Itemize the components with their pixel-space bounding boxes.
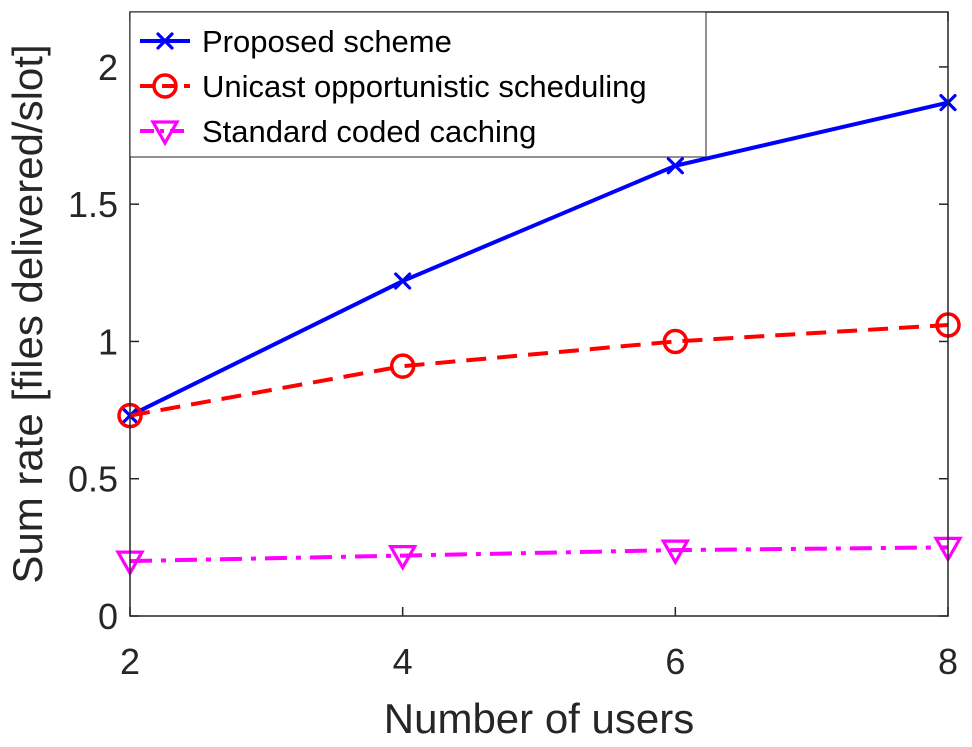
series-1-line — [129, 100, 949, 418]
y-axis-label: Sum rate [files delivered/slot] — [4, 44, 51, 583]
axes-layer: 2 4 6 8 0 0.5 1 1.5 2 Number of users Sum rate [fi… — [4, 11, 958, 742]
series-3-point-3 — [660, 539, 691, 566]
series-3-line — [129, 545, 949, 564]
series-2-line — [129, 322, 949, 418]
legend-entry-3: Standard coded caching — [140, 114, 536, 149]
y-tick-label: 1.5 — [68, 184, 118, 225]
x-axis-label: Number of users — [384, 695, 694, 742]
series-3-point-2 — [387, 545, 418, 571]
legend-marker-3 — [150, 120, 180, 147]
legend-label-2: Unicast opportunistic scheduling — [202, 69, 647, 104]
series-1-point-3 — [666, 157, 684, 175]
x-tick-label: 2 — [120, 641, 140, 682]
x-tick-label: 8 — [938, 641, 958, 682]
legend: Proposed scheme Unicast opportunistic sch… — [129, 11, 707, 158]
legend-box — [129, 11, 707, 158]
legend-entry-1: Proposed scheme — [140, 24, 452, 59]
x-tick-label: 6 — [665, 641, 685, 682]
y-tick-label: 0 — [98, 596, 118, 637]
series-2-point-3 — [662, 328, 689, 355]
x-tick-label: 4 — [393, 641, 413, 682]
series-2-point-2 — [389, 353, 416, 379]
legend-marker-2 — [152, 73, 178, 99]
y-tick-label: 1 — [98, 321, 118, 362]
legend-entry-2: Unicast opportunistic scheduling — [140, 69, 647, 104]
legend-marker-1 — [156, 32, 174, 50]
series-1-point-2 — [394, 272, 412, 290]
legend-label-1: Proposed scheme — [202, 24, 452, 59]
series-3 — [115, 536, 963, 577]
legend-label-3: Standard coded caching — [202, 114, 536, 149]
y-tick-label: 2 — [98, 47, 118, 88]
y-tick-label: 0.5 — [68, 459, 118, 500]
